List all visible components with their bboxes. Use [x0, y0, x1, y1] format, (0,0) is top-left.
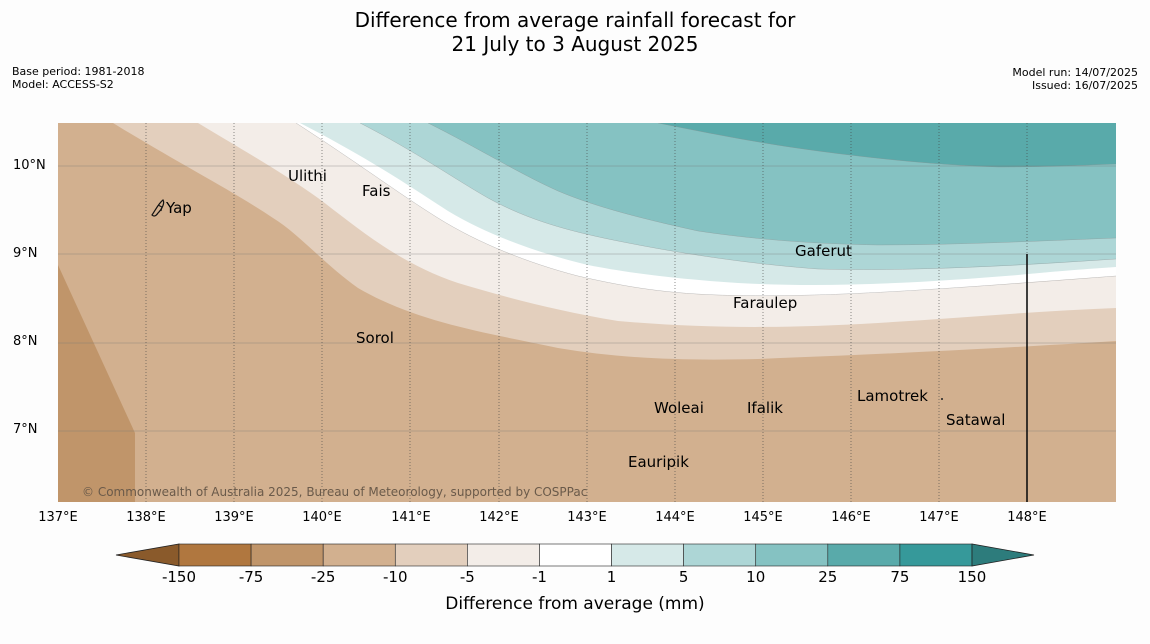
place-lamotrek: Lamotrek — [857, 387, 928, 405]
colorbar — [115, 543, 1035, 567]
colorbar-bin — [322, 543, 396, 567]
place-woleai: Woleai — [654, 399, 704, 417]
lat-label-10n: 10°N — [13, 158, 46, 173]
colorbar-tick-label: -10 — [383, 568, 408, 586]
lon-label-146e: 146°E — [831, 510, 871, 525]
place-fais: Fais — [362, 182, 391, 200]
colorbar-tick-label: -25 — [310, 568, 336, 586]
colorbar-tick-label: -150 — [161, 568, 197, 586]
place-ifalik: Ifalik — [747, 399, 783, 417]
colorbar-bin — [394, 543, 468, 567]
model-name: Model: ACCESS-S2 — [12, 78, 114, 91]
colorbar-bin — [611, 543, 684, 567]
place-satawal: Satawal — [946, 411, 1006, 429]
colorbar-tick-label: 1 — [606, 568, 617, 586]
longitude-gridlines — [145, 123, 1028, 502]
colorbar-tick-label: -5 — [459, 568, 475, 586]
colorbar-over-arrow — [971, 543, 1035, 567]
title-line-1: Difference from average rainfall forecas… — [354, 8, 796, 32]
model-run: Model run: 14/07/2025 — [1012, 66, 1138, 79]
lon-label-137e: 137°E — [38, 510, 78, 525]
band-25-75 — [658, 123, 1116, 167]
lon-label-145e: 145°E — [743, 510, 783, 525]
lon-label-144e: 144°E — [655, 510, 695, 525]
lon-label-139e: 139°E — [214, 510, 254, 525]
copyright-notice: © Commonwealth of Australia 2025, Bureau… — [82, 485, 588, 499]
lon-label-147e: 147°E — [919, 510, 959, 525]
band-minus75-minus25 — [58, 265, 135, 502]
lat-label-8n: 8°N — [13, 334, 38, 349]
place-faraulep: Faraulep — [733, 294, 798, 312]
colorbar-tick-label: 25 — [818, 568, 838, 586]
colorbar-bin — [683, 543, 757, 567]
colorbar-tick-label: 75 — [890, 568, 910, 586]
colorbar-label: Difference from average (mm) — [445, 594, 705, 614]
colorbar-tick-label: 10 — [746, 568, 766, 586]
colorbar-tick-label: 5 — [678, 568, 689, 586]
yap-island-icon — [151, 199, 165, 217]
colorbar-tick-label: -1 — [531, 568, 547, 586]
colorbar-bin — [539, 543, 612, 567]
map-title: Difference from average rainfall forecas… — [0, 8, 1150, 56]
place-sorol: Sorol — [356, 329, 394, 347]
lon-label-141e: 141°E — [391, 510, 431, 525]
place-ulithi: Ulithi — [288, 167, 327, 185]
rainfall-contour-map — [58, 123, 1116, 502]
meta-right: Model run: 14/07/2025 Issued: 16/07/2025 — [1012, 66, 1138, 92]
lon-label-142e: 142°E — [479, 510, 519, 525]
lon-label-143e: 143°E — [567, 510, 607, 525]
colorbar-bin — [467, 543, 540, 567]
colorbar-bin — [827, 543, 901, 567]
colorbar-bin — [899, 543, 973, 567]
meta-left: Base period: 1981-2018 Model: ACCESS-S2 — [12, 65, 144, 91]
colorbar-tick-label: 150 — [957, 568, 987, 586]
lat-label-7n: 7°N — [13, 422, 38, 437]
title-line-2: 21 July to 3 August 2025 — [451, 32, 699, 56]
colorbar-bin — [178, 543, 252, 567]
colorbar-tick-label: -75 — [238, 568, 264, 586]
base-period: Base period: 1981-2018 — [12, 65, 145, 78]
colorbar-under-arrow — [115, 543, 180, 567]
lon-label-138e: 138°E — [126, 510, 166, 525]
atoll-dot-icon — [941, 398, 943, 400]
place-gaferut: Gaferut — [795, 242, 852, 260]
place-yap: Yap — [166, 199, 192, 217]
lon-label-148e: 148°E — [1007, 510, 1047, 525]
issued-date: Issued: 16/07/2025 — [1031, 79, 1138, 92]
lat-label-9n: 9°N — [13, 246, 38, 261]
lon-label-140e: 140°E — [302, 510, 342, 525]
place-eauripik: Eauripik — [628, 453, 689, 471]
colorbar-bin — [755, 543, 829, 567]
colorbar-bin — [250, 543, 324, 567]
map-panel[interactable] — [58, 123, 1116, 502]
